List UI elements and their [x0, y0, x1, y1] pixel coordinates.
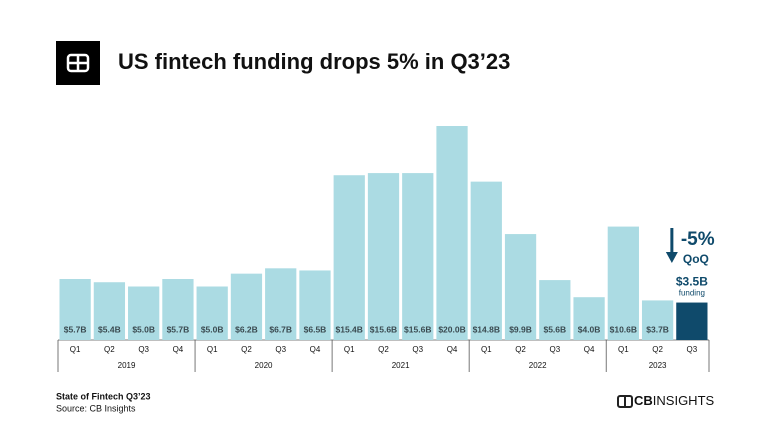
x-tick-label: Q3	[275, 345, 286, 354]
x-tick-label: Q3	[138, 345, 149, 354]
group-label: 2023	[649, 361, 667, 370]
x-tick-label: Q3	[549, 345, 560, 354]
value-label: $5.6B	[543, 324, 566, 334]
bar	[59, 279, 91, 340]
footer-report: State of Fintech Q3’23	[56, 391, 151, 401]
value-label: $6.2B	[235, 324, 258, 334]
x-tick-label: Q4	[584, 345, 595, 354]
value-label: $5.0B	[201, 324, 224, 334]
bar	[230, 273, 263, 340]
x-tick-label: Q2	[515, 345, 526, 354]
logo-bold: CB	[634, 393, 653, 408]
chart-title: US fintech funding drops 5% in Q3’23	[118, 49, 510, 74]
value-label: $3.7B	[646, 324, 669, 334]
bar	[265, 268, 297, 340]
bar	[93, 282, 126, 340]
bar	[641, 300, 674, 340]
x-tick-label: Q4	[447, 345, 458, 354]
group-label: 2020	[255, 361, 273, 370]
x-tick-label: Q2	[104, 345, 115, 354]
bar	[367, 173, 400, 340]
x-tick-label: Q2	[378, 345, 389, 354]
bar	[470, 181, 502, 340]
bar	[333, 175, 365, 340]
brand-icon	[56, 41, 100, 85]
bar	[607, 226, 639, 340]
value-label: $10.6B	[610, 324, 637, 334]
value-label: $5.7B	[64, 324, 87, 334]
value-label: $15.4B	[336, 324, 363, 334]
x-tick-label: Q2	[241, 345, 252, 354]
value-label: $5.7B	[167, 324, 190, 334]
bar	[196, 286, 228, 340]
bar	[162, 279, 194, 340]
group-label: 2019	[118, 361, 136, 370]
x-tick-label: Q2	[652, 345, 663, 354]
value-label: $14.8B	[473, 324, 500, 334]
highlight-note: funding	[679, 289, 705, 298]
value-label: $5.0B	[132, 324, 155, 334]
value-label: $15.6B	[370, 324, 397, 334]
bar	[436, 126, 468, 340]
value-label: $20.0B	[438, 324, 465, 334]
value-label: $4.0B	[578, 324, 601, 334]
value-label: $5.4B	[98, 324, 121, 334]
x-tick-label: Q3	[687, 345, 698, 354]
value-label: $6.5B	[304, 324, 327, 334]
x-tick-label: Q4	[173, 345, 184, 354]
bar	[128, 286, 160, 340]
bar	[299, 270, 331, 340]
bar	[402, 173, 434, 340]
bar	[573, 297, 605, 340]
value-label: $9.9B	[509, 324, 532, 334]
x-tick-label: Q4	[310, 345, 321, 354]
highlight-value: $3.5B	[676, 275, 708, 289]
x-tick-label: Q1	[344, 345, 355, 354]
group-label: 2022	[529, 361, 547, 370]
logo-regular: INSIGHTS	[653, 393, 715, 408]
arrow-head	[665, 252, 678, 263]
logo-text: CBINSIGHTS	[634, 393, 715, 408]
change-sublabel: QoQ	[683, 252, 709, 266]
x-tick-label: Q1	[481, 345, 492, 354]
logo: CBINSIGHTS	[617, 393, 715, 408]
value-label: $6.7B	[269, 324, 292, 334]
x-tick-label: Q1	[207, 345, 218, 354]
bar	[676, 302, 708, 340]
bar	[504, 234, 537, 340]
value-label: $15.6B	[404, 324, 431, 334]
x-tick-label: Q3	[412, 345, 423, 354]
bar	[539, 280, 571, 340]
x-tick-label: Q1	[618, 345, 629, 354]
group-label: 2021	[392, 361, 410, 370]
change-label: -5%	[681, 229, 715, 250]
x-tick-label: Q1	[70, 345, 81, 354]
footer-source: Source: CB Insights	[56, 403, 136, 413]
